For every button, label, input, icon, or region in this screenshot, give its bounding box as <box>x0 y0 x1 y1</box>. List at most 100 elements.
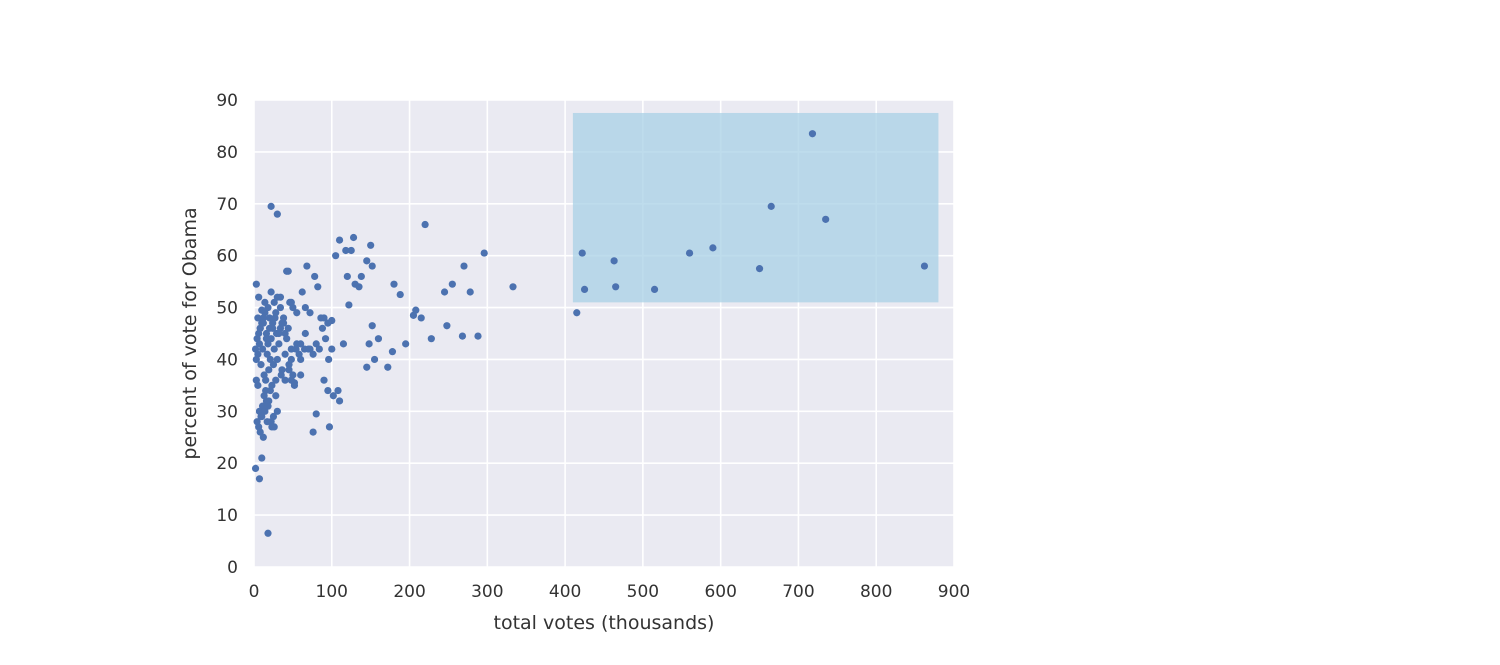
data-point <box>315 345 323 353</box>
data-point <box>332 252 340 260</box>
data-point <box>273 407 281 415</box>
data-point <box>365 340 373 348</box>
data-point <box>474 332 482 340</box>
data-point <box>275 329 283 338</box>
data-point <box>293 309 301 317</box>
data-point <box>273 355 281 364</box>
data-point <box>335 236 344 244</box>
data-point <box>264 529 272 537</box>
data-point <box>306 309 314 317</box>
data-point <box>277 371 285 379</box>
x-tick-labels: 0 100 200 300 400 500 600 700 800 900 <box>249 582 971 602</box>
data-point <box>320 376 328 384</box>
data-point <box>297 371 305 379</box>
data-point <box>258 454 266 462</box>
data-point <box>252 280 260 288</box>
data-point <box>368 322 376 330</box>
data-point <box>287 355 295 364</box>
data-point <box>458 332 467 340</box>
data-point <box>312 340 320 348</box>
data-point <box>335 397 344 405</box>
data-point <box>328 316 336 325</box>
y-axis-label: percent of vote for Obama <box>179 207 201 459</box>
data-point <box>309 350 317 358</box>
data-point <box>390 280 398 288</box>
data-point <box>578 249 586 257</box>
data-point <box>259 319 267 327</box>
data-point <box>267 418 275 426</box>
data-point <box>612 283 620 291</box>
x-tick-label: 500 <box>627 582 659 602</box>
data-point <box>258 412 266 421</box>
data-point <box>269 361 278 369</box>
data-point <box>448 280 456 288</box>
data-point <box>284 267 292 275</box>
data-point <box>254 381 262 389</box>
data-point <box>287 298 295 306</box>
data-point <box>808 130 817 138</box>
data-point <box>256 324 264 332</box>
data-point <box>402 340 410 348</box>
x-tick-label: 900 <box>938 582 970 602</box>
y-tick-label: 80 <box>216 143 238 163</box>
data-point <box>312 410 320 418</box>
data-point <box>256 428 264 436</box>
data-point <box>509 283 517 291</box>
data-point <box>314 283 322 291</box>
data-point <box>278 319 286 327</box>
data-point <box>287 376 295 384</box>
data-point <box>767 202 775 210</box>
data-point <box>317 314 325 322</box>
x-tick-label: 0 <box>249 582 260 602</box>
data-point <box>384 363 392 371</box>
data-point <box>421 220 429 229</box>
data-point <box>329 392 337 400</box>
data-point <box>363 363 371 371</box>
data-point <box>254 350 262 358</box>
data-point <box>466 288 474 296</box>
data-point <box>343 272 351 281</box>
data-point <box>276 303 285 312</box>
y-tick-label: 30 <box>216 402 238 422</box>
data-point <box>251 464 260 473</box>
y-tick-label: 0 <box>227 558 238 578</box>
y-tick-label: 70 <box>216 195 238 215</box>
highlight-layer <box>572 112 939 303</box>
data-point <box>709 244 717 252</box>
data-point <box>269 324 277 332</box>
data-point <box>345 301 353 309</box>
data-point <box>270 345 278 353</box>
data-point <box>303 262 311 270</box>
data-point <box>265 366 273 374</box>
data-point <box>264 402 272 410</box>
y-tick-label: 10 <box>216 506 238 526</box>
data-point <box>650 285 659 293</box>
data-point <box>270 423 278 431</box>
data-point <box>261 407 269 415</box>
data-point <box>349 233 358 242</box>
data-point <box>920 262 929 270</box>
data-point <box>363 257 371 265</box>
data-point <box>298 288 306 296</box>
data-point <box>324 386 332 395</box>
data-point <box>357 272 365 281</box>
data-point <box>281 376 289 384</box>
data-point <box>370 355 379 364</box>
highlight-region <box>572 112 939 303</box>
y-tick-label: 50 <box>216 299 238 319</box>
data-point <box>281 329 289 338</box>
data-point <box>443 322 451 330</box>
y-tick-labels: 0 10 20 30 40 50 60 70 80 90 <box>216 91 238 578</box>
data-point <box>580 285 589 293</box>
data-point <box>259 433 267 441</box>
data-point <box>255 475 264 483</box>
data-point <box>339 340 348 348</box>
data-point <box>334 386 342 395</box>
data-point <box>270 298 278 306</box>
data-point <box>301 329 309 338</box>
data-point <box>396 290 404 299</box>
data-point <box>262 376 270 384</box>
data-point <box>367 241 375 249</box>
data-point <box>368 262 376 270</box>
data-point <box>328 345 336 353</box>
